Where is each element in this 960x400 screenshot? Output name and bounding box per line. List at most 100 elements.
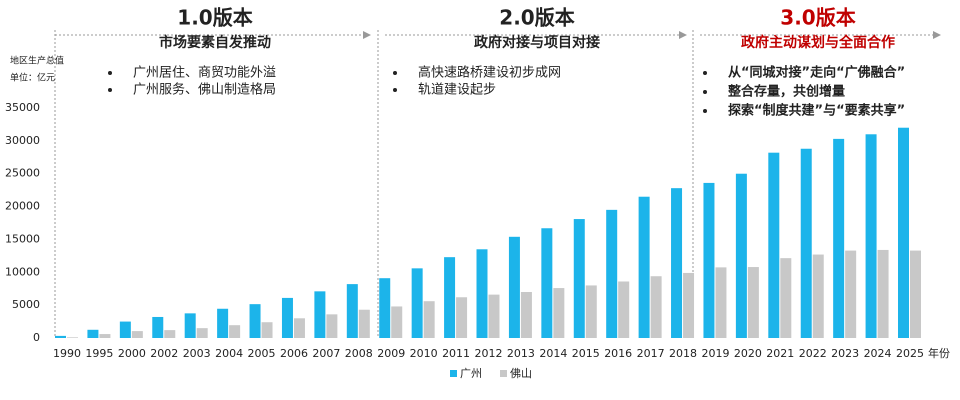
x-tick-label: 2009: [377, 347, 405, 360]
bar: [747, 267, 759, 338]
bar: [898, 127, 909, 338]
bar: [606, 209, 618, 338]
legend-label: 广州: [460, 367, 482, 380]
phase-bullet: 广州居住、商贸功能外溢: [133, 66, 276, 81]
bar: [217, 308, 229, 338]
x-tick-label: 2019: [701, 347, 729, 360]
x-tick-label: 2007: [312, 347, 340, 360]
phase-bullet: 探索“制度共建”与“要素共享”: [728, 103, 905, 119]
bar: [99, 334, 111, 338]
phase-subtitle: 市场要素自发推动: [159, 34, 271, 51]
legend-label: 佛山: [510, 367, 532, 380]
x-tick-label: 2012: [475, 347, 503, 360]
bar: [293, 318, 305, 338]
bar: [229, 325, 241, 338]
bar: [314, 291, 326, 338]
x-tick-label: 2006: [280, 347, 308, 360]
bar: [585, 285, 597, 338]
bar: [444, 257, 456, 338]
bar: [196, 328, 208, 338]
phase-title: 3.0版本: [780, 6, 855, 30]
bar: [541, 228, 553, 338]
phase-bullet: 整合存量，共创增量: [727, 84, 845, 100]
bar: [488, 294, 500, 338]
bullet-dot: [108, 88, 112, 92]
bar: [67, 337, 78, 338]
x-tick-label: 2010: [410, 347, 438, 360]
x-tick-label: 2000: [118, 347, 146, 360]
bar: [553, 288, 565, 338]
x-tick-label: 2021: [766, 347, 794, 360]
bar: [391, 306, 403, 338]
x-tick-label: 2017: [637, 347, 665, 360]
y-axis-label: 地区生产总值: [10, 55, 64, 67]
bar: [164, 330, 176, 338]
x-tick-label: 2014: [539, 347, 567, 360]
bar: [131, 331, 143, 338]
bar: [877, 249, 889, 338]
bar: [152, 316, 164, 338]
x-tick-label: 2022: [799, 347, 827, 360]
bar: [703, 182, 715, 338]
x-tick-label: 2004: [215, 347, 243, 360]
phase-bullet: 轨道建设起步: [418, 83, 496, 98]
x-tick-label: 2020: [734, 347, 762, 360]
phase-title: 2.0版本: [499, 6, 574, 30]
y-tick-label: 30000: [5, 134, 40, 147]
bar: [573, 219, 585, 338]
y-tick-label: 35000: [5, 101, 40, 114]
x-tick-label: 2018: [669, 347, 697, 360]
bar: [456, 297, 468, 338]
x-tick-label: 2016: [604, 347, 632, 360]
y-tick-label: 0: [33, 331, 40, 344]
y-tick-label: 20000: [5, 200, 40, 213]
x-tick-label: 2003: [183, 347, 211, 360]
x-tick-label: 2015: [572, 347, 600, 360]
bar: [423, 301, 435, 338]
legend-swatch: [500, 370, 507, 377]
bar: [833, 138, 845, 338]
bar: [618, 281, 630, 338]
bar: [346, 284, 358, 338]
bar: [119, 321, 131, 338]
x-tick-label: 2002: [150, 347, 178, 360]
bar: [910, 250, 921, 338]
y-tick-label: 15000: [5, 232, 40, 245]
y-axis-unit: 单位：亿元: [10, 72, 55, 84]
phase-title: 1.0版本: [177, 6, 252, 30]
y-tick-label: 10000: [5, 265, 40, 278]
bar: [261, 322, 273, 338]
bullet-dot: [703, 109, 707, 113]
bullet-dot: [108, 71, 112, 75]
bullet-dot: [393, 71, 397, 75]
bar: [476, 249, 488, 338]
x-tick-label: 2011: [442, 347, 470, 360]
bar: [671, 188, 683, 338]
bar: [715, 267, 727, 338]
bar: [508, 236, 520, 338]
phase-subtitle: 政府对接与项目对接: [474, 34, 600, 51]
bar: [379, 278, 391, 338]
bar: [683, 272, 695, 338]
bar: [87, 329, 99, 338]
bar: [812, 254, 824, 338]
x-tick-label: 2024: [864, 347, 892, 360]
bar: [358, 309, 370, 338]
bar: [768, 152, 780, 338]
bar: [865, 134, 877, 338]
phase-bullet: 从“同城对接”走向“广佛融合”: [728, 65, 905, 81]
bar: [650, 276, 662, 338]
bar: [780, 258, 792, 338]
bullet-dot: [703, 90, 707, 94]
x-tick-label: 2008: [345, 347, 373, 360]
bar: [281, 297, 293, 338]
x-tick-label: 2025: [896, 347, 924, 360]
bar: [184, 313, 196, 338]
y-tick-label: 5000: [12, 298, 40, 311]
bar: [411, 268, 423, 338]
x-tick-label: 1995: [85, 347, 113, 360]
bar: [326, 314, 338, 338]
bullet-dot: [703, 71, 707, 75]
phase-subtitle: 政府主动谋划与全面合作: [741, 34, 895, 51]
